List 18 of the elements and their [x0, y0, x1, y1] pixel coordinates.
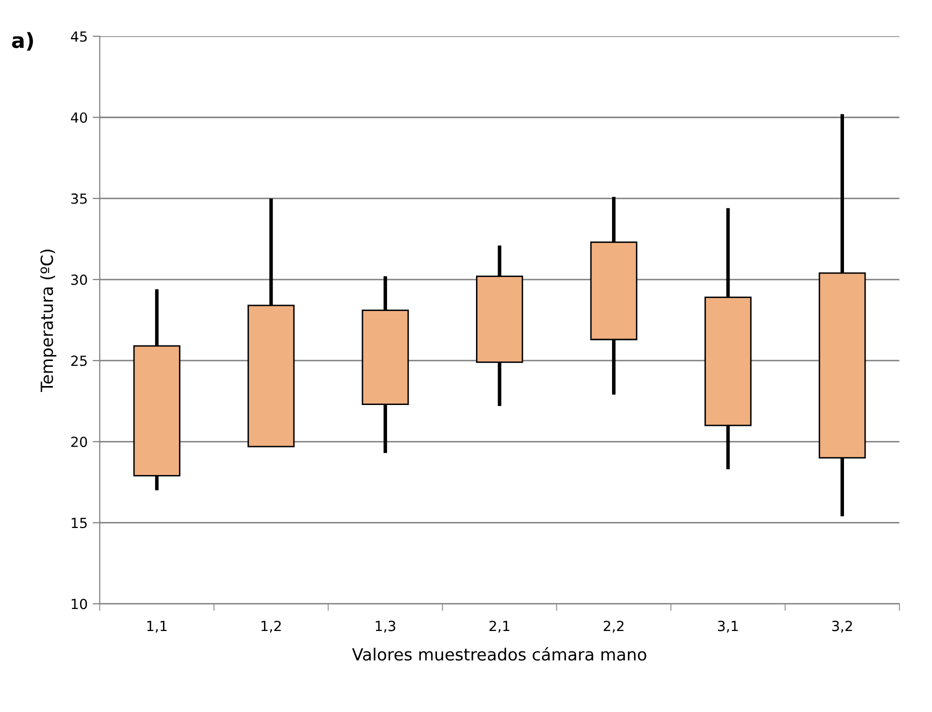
x-tick-label: 1,2 — [262, 620, 281, 633]
y-tick-label: 40 — [70, 112, 87, 123]
x-axis-title: Valores muestreados cámara mano — [352, 647, 646, 661]
x-tick-label: 1,3 — [376, 620, 396, 633]
x-tick-label: 2,2 — [604, 620, 624, 633]
y-tick-label: 20 — [71, 436, 87, 448]
text: a) — [12, 32, 33, 51]
y-tick-label: 25 — [71, 356, 87, 366]
x-tick-label: 2,1 — [490, 620, 510, 633]
y-tick-label: 10 — [72, 598, 87, 610]
y-axis-title: Temperatura (ºC) — [40, 250, 56, 392]
y-tick-label: 35 — [71, 193, 87, 204]
x-tick-label: 1,1 — [147, 620, 167, 633]
x-tick-label: 3,2 — [832, 620, 852, 633]
x-tick-label: 3,1 — [718, 620, 738, 633]
y-tick-label: 15 — [72, 518, 87, 528]
y-tick-label: 45 — [70, 31, 87, 42]
y-tick-label: 30 — [71, 274, 87, 285]
